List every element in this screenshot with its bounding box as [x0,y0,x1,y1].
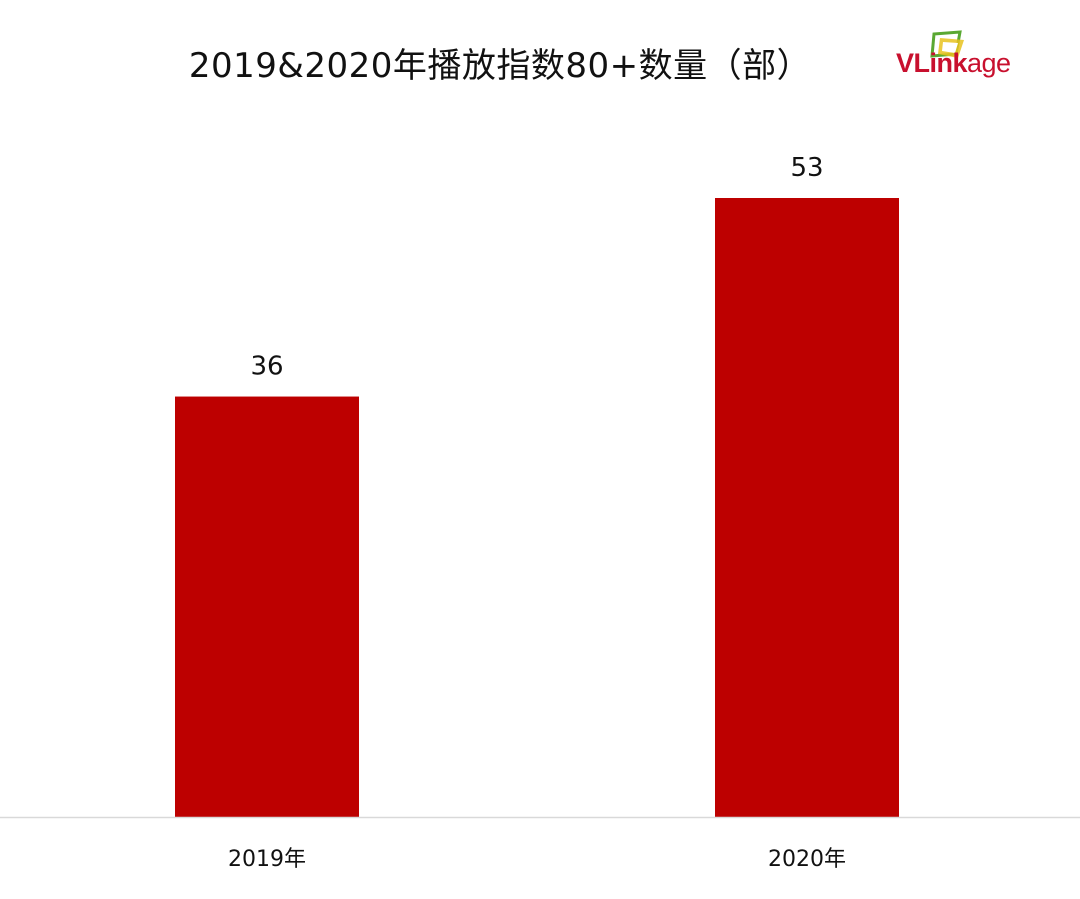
x-tick-label-2: 2020年 [768,847,846,872]
data-label-2: 53 [790,153,823,183]
data-label-1: 36 [250,352,283,382]
logo-text-light: age [967,48,1011,78]
brand-logo: VLinkage [896,30,1056,90]
bar-2 [715,198,899,817]
chart-title: 2019&2020年播放指数80+数量（部） [188,46,812,86]
x-tick-label-1: 2019年 [228,847,306,872]
bar-1 [175,396,359,817]
logo-text-strong: VLink [896,48,968,78]
vlinkage-logo-icon [930,30,964,58]
logo-white-shape [942,42,958,53]
logo-wordmark: VLinkage [896,48,1011,79]
